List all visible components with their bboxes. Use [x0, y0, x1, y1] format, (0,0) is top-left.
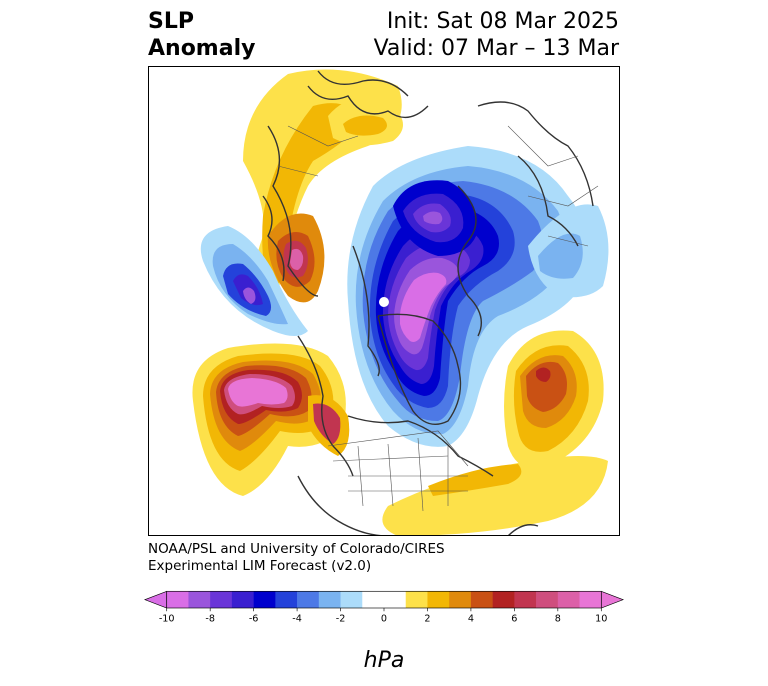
coastlines — [262, 70, 594, 536]
slp-anomaly-map — [148, 66, 620, 536]
colorbar-segment — [231, 591, 254, 608]
colorbar-tick-label: -10 — [159, 614, 175, 625]
colorbar-tick-label: 0 — [381, 614, 387, 625]
colorbar-segment — [275, 591, 298, 608]
anomaly-western-us — [308, 395, 350, 456]
colorbar-extend-high — [600, 590, 625, 609]
colorbar-segment — [579, 591, 602, 608]
colorbar-segment — [166, 591, 189, 608]
colorbar-segment — [340, 591, 363, 608]
colorbar-segment — [427, 591, 450, 608]
anomaly-gulf-of-alaska — [200, 226, 308, 336]
colorbar-tick-label: -8 — [205, 614, 215, 625]
credits-institution: NOAA/PSL and University of Colorado/CIRE… — [148, 541, 445, 557]
political-borders — [277, 125, 599, 512]
colorbar-tick-label: -2 — [336, 614, 346, 625]
colorbar-unit-label: hPa — [363, 648, 405, 673]
colorbar: -10 -8 -6 -4 -2 0 2 4 6 8 10 — [143, 590, 625, 625]
colorbar-tick-label: 4 — [468, 614, 474, 625]
colorbar-tick-label: 10 — [595, 614, 607, 625]
colorbar-segment — [297, 591, 320, 608]
colorbar-tick-label: 6 — [511, 614, 517, 625]
colorbar-tick-label: -6 — [249, 614, 259, 625]
colorbar-segment — [362, 591, 385, 608]
title-left: SLP Anomaly — [148, 8, 255, 62]
title-right: Init: Sat 08 Mar 2025 Valid: 07 Mar – 13… — [374, 8, 619, 62]
colorbar-segment — [210, 591, 233, 608]
colorbar-tick-label: 2 — [424, 614, 430, 625]
colorbar-tick-label: -4 — [292, 614, 302, 625]
colorbar-tick-label: 8 — [555, 614, 561, 625]
colorbar-segment — [492, 591, 515, 608]
anomaly-subtropical-band — [382, 456, 608, 536]
init-date: Init: Sat 08 Mar 2025 — [386, 9, 619, 34]
colorbar-segment — [318, 591, 341, 608]
colorbar-segment — [405, 591, 428, 608]
anomaly-north-atlantic — [504, 330, 604, 469]
title-variable: SLP — [148, 9, 194, 34]
colorbar-segment — [253, 591, 276, 608]
colorbar-segment — [384, 591, 407, 608]
anomaly-ne-pacific-high — [192, 343, 346, 496]
colorbar-segment — [514, 591, 537, 608]
colorbar-segment — [536, 591, 559, 608]
pole-marker — [381, 299, 387, 305]
colorbar-segment — [449, 591, 472, 608]
colorbar-segment — [557, 591, 580, 608]
title-type: Anomaly — [148, 36, 256, 61]
colorbar-segment — [188, 591, 211, 608]
anomaly-siberia — [393, 180, 478, 256]
valid-period: Valid: 07 Mar – 13 Mar — [373, 36, 619, 61]
anomaly-scandinavia — [328, 98, 403, 146]
credits: NOAA/PSL and University of Colorado/CIRE… — [148, 541, 445, 575]
colorbar-segment — [470, 591, 493, 608]
credits-model: Experimental LIM Forecast (v2.0) — [148, 558, 372, 574]
colorbar-extend-low — [143, 590, 168, 609]
